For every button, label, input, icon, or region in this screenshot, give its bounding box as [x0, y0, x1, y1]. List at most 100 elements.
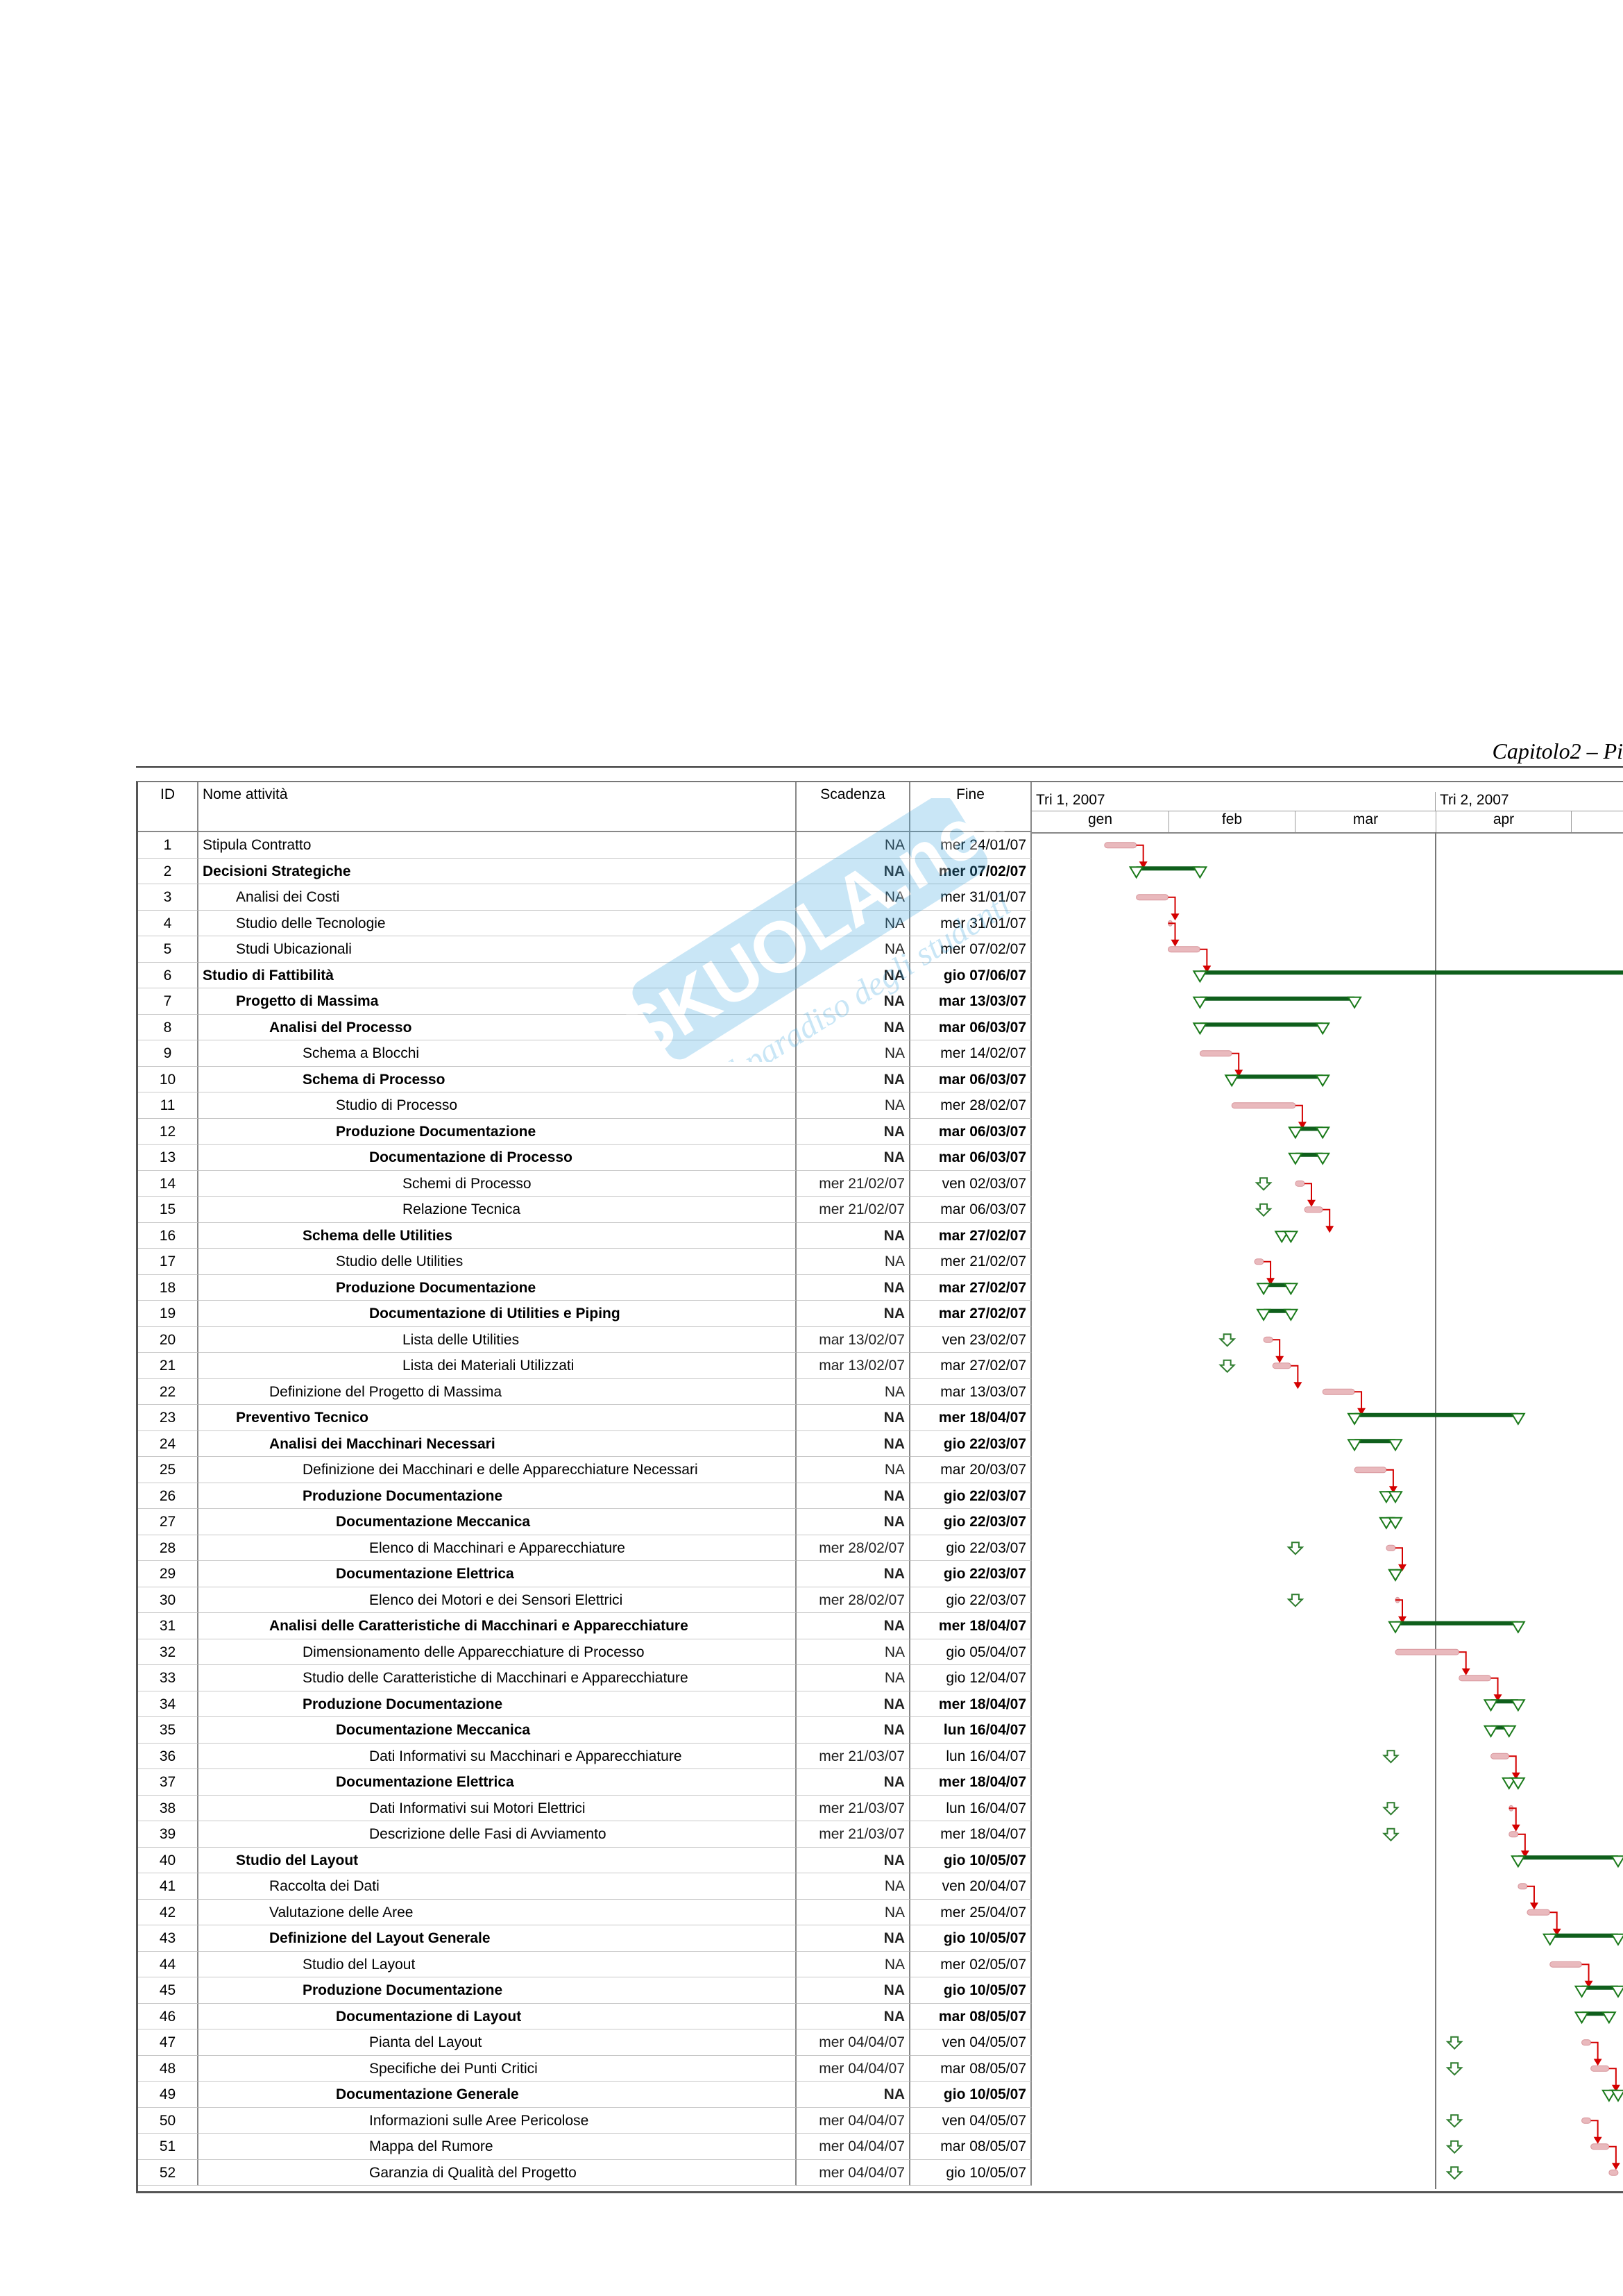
- table-row[interactable]: 23 Preventivo Tecnico NA mer 18/04/07: [138, 1405, 1623, 1431]
- table-row[interactable]: 30 Elenco dei Motori e dei Sensori Elettr…: [138, 1587, 1623, 1613]
- table-row[interactable]: 31 Analisi delle Caratteristiche di Macch…: [138, 1613, 1623, 1639]
- task-end: ven 20/04/07: [910, 1873, 1032, 1900]
- table-row[interactable]: 18 Produzione Documentazione NA mar 27/02/0…: [138, 1274, 1623, 1301]
- table-row[interactable]: 20 Lista delle Utilities mar 13/02/07 ven 2…: [138, 1326, 1623, 1353]
- task-id: 25: [138, 1457, 198, 1483]
- task-end: mar 08/05/07: [910, 2003, 1032, 2029]
- task-bar: [1581, 2117, 1592, 2124]
- table-row[interactable]: 1 Stipula Contratto NA mer 24/01/07: [138, 832, 1623, 859]
- task-name: Documentazione di Processo: [198, 1145, 797, 1171]
- table-row[interactable]: 36 Dati Informativi su Macchinari e Appar…: [138, 1743, 1623, 1769]
- table-row[interactable]: 33 Studio delle Caratteristiche di Macchi…: [138, 1665, 1623, 1691]
- table-row[interactable]: 52 Garanzia di Qualità del Progetto mer 04…: [138, 2159, 1623, 2186]
- column-header-name: Nome attività: [198, 782, 797, 832]
- task-name: Dimensionamento delle Apparecchiature di…: [198, 1639, 797, 1665]
- table-row[interactable]: 37 Documentazione Elettrica NA mer 18/04/07: [138, 1769, 1623, 1796]
- table-row[interactable]: 40 Studio del Layout NA gio 10/05/07: [138, 1847, 1623, 1873]
- task-id: 3: [138, 884, 198, 911]
- table-row[interactable]: 49 Documentazione Generale NA gio 10/05/07: [138, 2082, 1623, 2108]
- table-row[interactable]: 19 Documentazione di Utilities e Piping NA…: [138, 1301, 1623, 1327]
- table-row[interactable]: 14 Schemi di Processo mer 21/02/07 ven 02/0…: [138, 1170, 1623, 1197]
- task-name: Elenco dei Motori e dei Sensori Elettric…: [198, 1587, 797, 1613]
- task-deadline: NA: [797, 1899, 910, 1925]
- table-row[interactable]: 15 Relazione Tecnica mer 21/02/07 mar 06/03…: [138, 1197, 1623, 1223]
- table-row[interactable]: 8 Analisi del Processo NA mar 06/03/07: [138, 1014, 1623, 1040]
- table-row[interactable]: 29 Documentazione Elettrica NA gio 22/03/07: [138, 1561, 1623, 1587]
- dependency-arrow: [1139, 861, 1148, 869]
- table-row[interactable]: 17 Studio delle Utilities NA mer 21/02/07: [138, 1249, 1623, 1275]
- table-row[interactable]: 12 Produzione Documentazione NA mar 06/03/0…: [138, 1118, 1623, 1145]
- table-row[interactable]: 42 Valutazione delle Aree NA mer 25/04/07: [138, 1899, 1623, 1925]
- table-row[interactable]: 11 Studio di Processo NA mer 28/02/07: [138, 1092, 1623, 1119]
- table-row[interactable]: 3 Analisi dei Costi NA mer 31/01/07: [138, 884, 1623, 911]
- task-bar: [1386, 1544, 1396, 1551]
- table-row[interactable]: 13 Documentazione di Processo NA mar 06/03/…: [138, 1145, 1623, 1171]
- task-end: gio 12/04/07: [910, 1665, 1032, 1691]
- summary-marker: [1511, 1855, 1526, 1868]
- task-end: ven 04/05/07: [910, 2107, 1032, 2134]
- dependency-link: [1490, 1677, 1499, 1699]
- task-end: mer 31/01/07: [910, 910, 1032, 936]
- table-row[interactable]: 21 Lista dei Materiali Utilizzati mar 13/0…: [138, 1353, 1623, 1379]
- task-deadline: NA: [797, 2003, 910, 2029]
- table-row[interactable]: 5 Studi Ubicazionali NA mer 07/02/07: [138, 936, 1623, 963]
- table-row[interactable]: 2 Decisioni Strategiche NA mer 07/02/07: [138, 858, 1623, 884]
- task-id: 12: [138, 1118, 198, 1145]
- task-id: 36: [138, 1743, 198, 1769]
- task-name: Studi Ubicazionali: [198, 936, 797, 963]
- task-id: 38: [138, 1795, 198, 1821]
- task-bar: [1527, 1909, 1551, 1916]
- table-row[interactable]: 32 Dimensionamento delle Apparecchiature …: [138, 1639, 1623, 1665]
- table-row[interactable]: 24 Analisi dei Macchinari Necessari NA gio …: [138, 1430, 1623, 1457]
- task-end: mar 06/03/07: [910, 1066, 1032, 1092]
- table-row[interactable]: 39 Descrizione delle Fasi di Avviamento me…: [138, 1821, 1623, 1848]
- task-bar: [1590, 2065, 1610, 2072]
- task-id: 29: [138, 1561, 198, 1587]
- table-row[interactable]: 7 Progetto di Massima NA mar 13/03/07: [138, 988, 1623, 1015]
- deadline-marker: [1445, 2036, 1463, 2050]
- task-bar: [1590, 2143, 1610, 2150]
- table-row[interactable]: 9 Schema a Blocchi NA mer 14/02/07: [138, 1040, 1623, 1067]
- table-row[interactable]: 43 Definizione del Layout Generale NA gio 1…: [138, 1925, 1623, 1952]
- task-deadline: mer 04/04/07: [797, 2134, 910, 2160]
- table-row[interactable]: 38 Dati Informativi sui Motori Elettrici m…: [138, 1795, 1623, 1821]
- table-row[interactable]: 47 Pianta del Layout mer 04/04/07 ven 04/05…: [138, 2029, 1623, 2056]
- task-name: Mappa del Rumore: [198, 2134, 797, 2160]
- task-deadline: NA: [797, 1249, 910, 1275]
- task-id: 45: [138, 1977, 198, 2004]
- summary-bar: [1395, 1621, 1518, 1626]
- table-row[interactable]: 28 Elenco di Macchinari e Apparecchiature…: [138, 1535, 1623, 1561]
- task-deadline: NA: [797, 1717, 910, 1744]
- dependency-arrow: [1275, 1356, 1284, 1363]
- table-row[interactable]: 6 Studio di Fattibilità NA gio 07/06/07: [138, 962, 1623, 988]
- table-row[interactable]: 35 Documentazione Meccanica NA lun 16/04/07: [138, 1717, 1623, 1744]
- summary-marker: [1379, 1517, 1394, 1530]
- table-row[interactable]: 26 Produzione Documentazione NA gio 22/03/0…: [138, 1483, 1623, 1509]
- summary-marker: [1256, 1283, 1271, 1296]
- summary-marker: [1315, 1126, 1330, 1140]
- task-bar: [1295, 1180, 1305, 1187]
- task-end: ven 23/02/07: [910, 1326, 1032, 1353]
- table-row[interactable]: 45 Produzione Documentazione NA gio 10/05/0…: [138, 1977, 1623, 2004]
- table-row[interactable]: 16 Schema delle Utilities NA mar 27/02/07: [138, 1222, 1623, 1249]
- task-name: Documentazione Generale: [198, 2082, 797, 2108]
- task-id: 31: [138, 1613, 198, 1639]
- table-row[interactable]: 48 Specifiche dei Punti Critici mer 04/04/…: [138, 2055, 1623, 2082]
- table-row[interactable]: 27 Documentazione Meccanica NA gio 22/03/07: [138, 1509, 1623, 1535]
- table-row[interactable]: 41 Raccolta dei Dati NA ven 20/04/07: [138, 1873, 1623, 1900]
- table-row[interactable]: 10 Schema di Processo NA mar 06/03/07: [138, 1066, 1623, 1092]
- task-end: mer 24/01/07: [910, 832, 1032, 859]
- table-row[interactable]: 46 Documentazione di Layout NA mar 08/05/07: [138, 2003, 1623, 2029]
- table-row[interactable]: 50 Informazioni sulle Aree Pericolose mer …: [138, 2107, 1623, 2134]
- month-label: gen: [1087, 811, 1113, 827]
- table-row[interactable]: 4 Studio delle Tecnologie NA mer 31/01/07: [138, 910, 1623, 936]
- dependency-link: [1200, 948, 1208, 970]
- task-bar: [1263, 1336, 1273, 1343]
- task-end: gio 10/05/07: [910, 1977, 1032, 2004]
- task-id: 28: [138, 1535, 198, 1561]
- table-row[interactable]: 25 Definizione dei Macchinari e delle App…: [138, 1457, 1623, 1483]
- table-row[interactable]: 44 Studio del Layout NA mer 02/05/07: [138, 1951, 1623, 1977]
- table-row[interactable]: 22 Definizione del Progetto di Massima NA m…: [138, 1378, 1623, 1405]
- table-row[interactable]: 51 Mappa del Rumore mer 04/04/07 mar 08/05/…: [138, 2134, 1623, 2160]
- table-row[interactable]: 34 Produzione Documentazione NA mer 18/04/0…: [138, 1691, 1623, 1717]
